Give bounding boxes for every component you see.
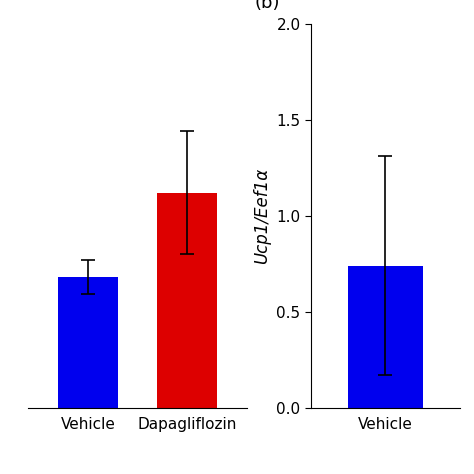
Text: (b): (b) (255, 0, 280, 12)
Bar (58, 277, 118, 408)
Y-axis label: Ucp1/Eef1α: Ucp1/Eef1α (253, 167, 271, 264)
Bar (157, 192, 217, 408)
Bar (348, 265, 423, 408)
